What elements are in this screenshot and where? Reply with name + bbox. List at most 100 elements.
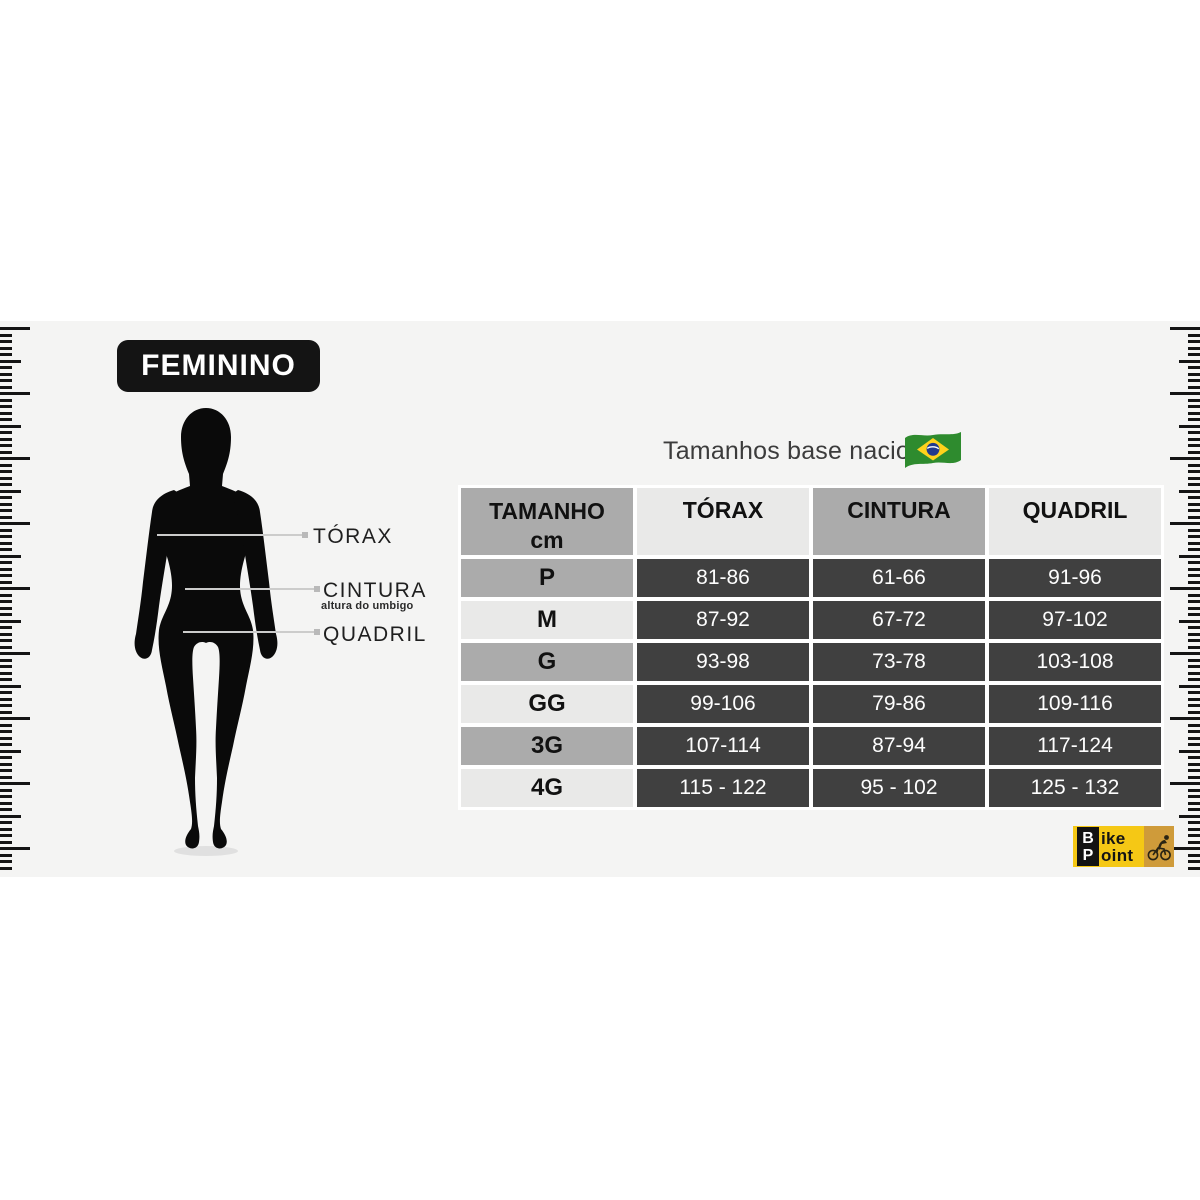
ruler-tick — [1188, 535, 1200, 538]
ruler-tick — [0, 730, 12, 733]
ruler-tick — [0, 756, 12, 759]
ruler-tick — [1188, 509, 1200, 512]
ruler-tick — [0, 652, 30, 655]
ruler-tick — [0, 587, 30, 590]
ruler-tick — [0, 424, 21, 428]
ruler-tick — [0, 366, 12, 369]
torax-value: 93-98 — [637, 643, 809, 681]
ruler-tick — [0, 509, 12, 512]
ruler-tick — [1188, 606, 1200, 610]
size-label: P — [461, 559, 633, 597]
ruler-tick — [1188, 600, 1200, 603]
ruler-tick — [1188, 398, 1200, 402]
ruler-tick — [0, 827, 12, 831]
ruler-tick — [0, 691, 12, 694]
ruler-tick — [0, 502, 12, 506]
ruler-tick — [1188, 418, 1200, 421]
ruler-tick — [0, 658, 12, 662]
ruler-tick — [0, 678, 12, 681]
ruler-tick — [1188, 515, 1200, 519]
ruler-tick — [0, 645, 12, 649]
col-header-tamanho: TAMANHO cm — [461, 488, 633, 555]
cintura-value: 79-86 — [813, 685, 985, 723]
ruler-tick — [0, 489, 21, 493]
ruler-tick — [0, 801, 12, 805]
ruler-tick — [0, 535, 12, 538]
ruler-tick — [1188, 385, 1200, 389]
ruler-tick — [0, 405, 12, 408]
col-header-tamanho-line2: cm — [530, 527, 564, 553]
bike-point-logo: B P ike oint — [1073, 826, 1174, 867]
ruler-tick — [0, 847, 30, 850]
ruler-tick — [1188, 450, 1200, 454]
ruler-tick — [1170, 457, 1200, 460]
size-label: 3G — [461, 727, 633, 765]
ruler-tick — [1170, 392, 1200, 395]
ruler-tick — [0, 606, 12, 610]
logo-initial-b: B — [1082, 829, 1094, 847]
ruler-tick — [1179, 814, 1200, 818]
ruler-tick — [1188, 801, 1200, 805]
col-header-torax: TÓRAX — [637, 488, 809, 555]
ruler-tick — [1188, 756, 1200, 759]
ruler-tick — [1170, 847, 1200, 850]
quadril-label: QUADRIL — [323, 623, 427, 646]
quadril-value: 117-124 — [989, 727, 1161, 765]
ruler-tick — [0, 775, 12, 779]
ruler-tick — [0, 762, 12, 766]
ruler-tick — [1188, 645, 1200, 649]
ruler-tick — [1188, 788, 1200, 792]
ruler-tick — [1188, 379, 1200, 382]
ruler-tick — [1179, 684, 1200, 688]
ruler-tick — [1188, 710, 1200, 714]
cintura-sublabel: altura do umbigo — [321, 600, 414, 612]
ruler-tick — [0, 749, 21, 753]
ruler-tick — [1170, 587, 1200, 590]
ruler-tick — [1188, 541, 1200, 545]
ruler-tick — [0, 340, 12, 343]
quadril-value: 103-108 — [989, 643, 1161, 681]
ruler-tick — [1188, 853, 1200, 857]
ruler-tick — [0, 639, 12, 642]
col-header-tamanho-line1: TAMANHO — [489, 498, 605, 524]
quadril-value: 97-102 — [989, 601, 1161, 639]
ruler-tick — [0, 548, 12, 551]
ruler-tick — [1188, 528, 1200, 532]
table-title: Tamanhos base nacional — [663, 437, 944, 465]
torax-value: 107-114 — [637, 727, 809, 765]
ruler-tick — [1188, 580, 1200, 584]
torax-pointer-line — [157, 532, 308, 538]
ruler-tick — [1188, 775, 1200, 779]
ruler-tick — [0, 353, 12, 356]
torax-label: TÓRAX — [313, 525, 393, 548]
ruler-tick — [0, 437, 12, 441]
ruler-tick — [0, 782, 30, 785]
size-label: G — [461, 643, 633, 681]
ruler-tick — [0, 684, 21, 688]
cintura-value: 95 - 102 — [813, 769, 985, 807]
ruler-tick — [1188, 723, 1200, 727]
cintura-pointer-line — [185, 586, 320, 592]
ruler-tick — [1188, 366, 1200, 369]
ruler-tick — [1188, 548, 1200, 551]
torax-value: 87-92 — [637, 601, 809, 639]
ruler-tick — [0, 717, 30, 720]
ruler-tick — [1170, 652, 1200, 655]
ruler-tick — [1188, 639, 1200, 642]
ruler-tick — [1188, 795, 1200, 798]
ruler-tick — [0, 697, 12, 701]
ruler-tick — [1188, 840, 1200, 844]
ruler-tick — [0, 567, 12, 571]
ruler-tick — [1188, 834, 1200, 837]
ruler-tick — [1188, 483, 1200, 486]
ruler-tick — [1170, 327, 1200, 330]
size-label: 4G — [461, 769, 633, 807]
cintura-value: 67-72 — [813, 601, 985, 639]
ruler-tick — [0, 528, 12, 532]
ruler-tick — [1188, 431, 1200, 434]
ruler-tick — [0, 788, 12, 792]
ruler-tick — [0, 665, 12, 668]
ruler-tick — [0, 327, 30, 330]
ruler-tick — [0, 476, 12, 480]
col-header-quadril: QUADRIL — [989, 488, 1161, 555]
